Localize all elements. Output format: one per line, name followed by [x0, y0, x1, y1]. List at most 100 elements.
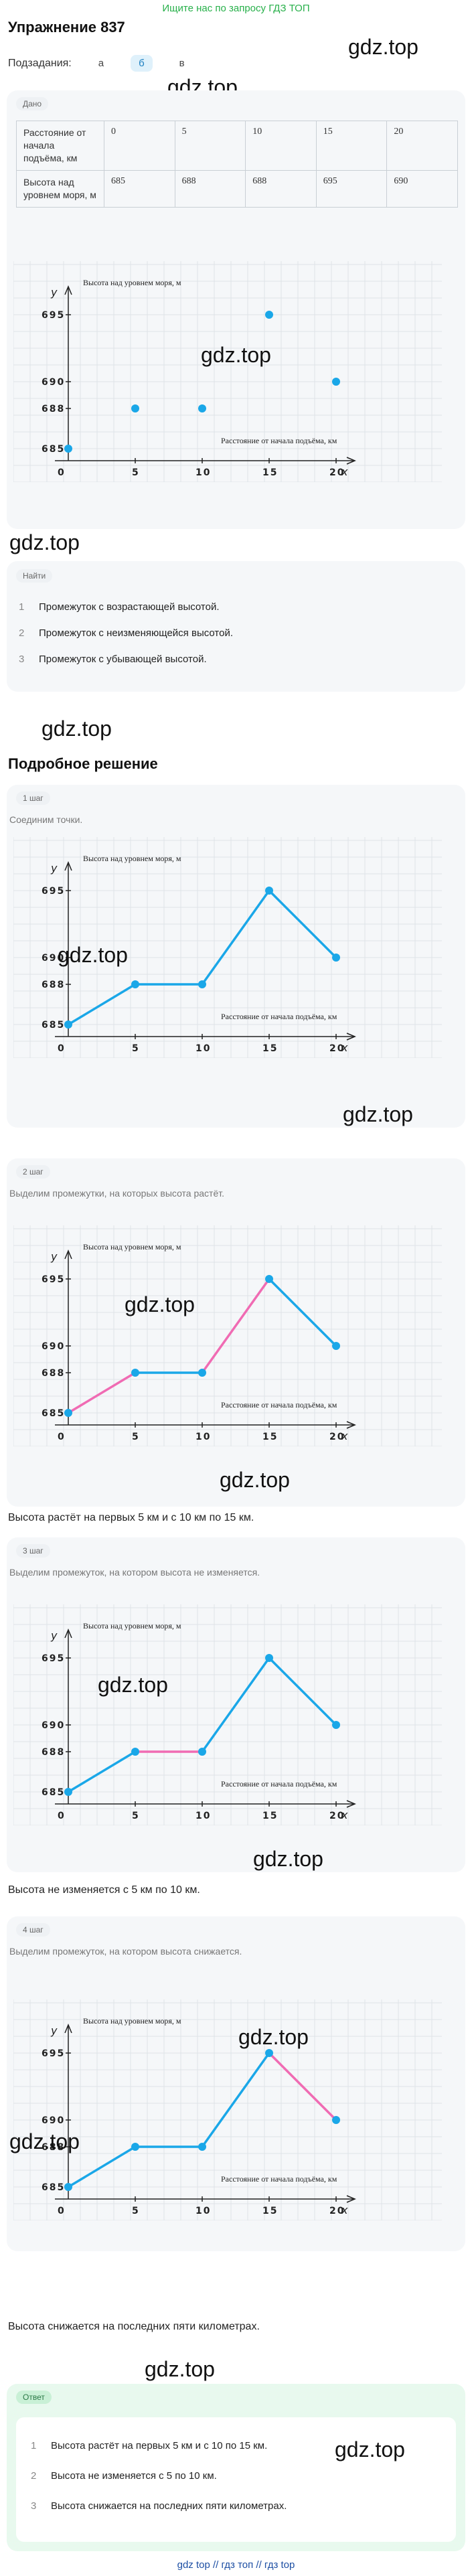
y-axis-letter: y	[50, 1250, 58, 1263]
y-axis-letter: y	[50, 862, 58, 875]
x-tick-label: 20	[329, 1811, 345, 1821]
x-axis-letter: x	[341, 1041, 348, 1054]
watermark: gdz.top	[9, 530, 80, 554]
answer-card: Ответ 1 Высота растёт на первых 5 км и с …	[7, 2384, 465, 2551]
series-line-segment	[268, 1657, 337, 1726]
x-tick-label: 15	[262, 1432, 278, 1442]
list-item: 1 Высота растёт на первых 5 км и с 10 по …	[31, 2440, 268, 2451]
watermark: gdz.top	[9, 2129, 80, 2153]
x-tick-label: 5	[132, 467, 140, 478]
y-axis-title: Высота над уровнем моря, м	[83, 1242, 181, 1252]
x-axis-title: Расстояние от начала подъёма, км	[221, 1779, 337, 1789]
grid	[13, 261, 442, 483]
data-point	[332, 1342, 340, 1350]
y-axis-arrow	[64, 1628, 72, 1639]
table-cell: 685	[104, 170, 175, 208]
step-text: Выделим промежутки, на которых высота ра…	[9, 1188, 224, 1199]
data-point	[198, 1369, 206, 1377]
step-text: Выделим промежуток, на котором высота не…	[9, 1567, 260, 1578]
find-list: 1 Промежуток с возрастающей высотой. 2 Про…	[19, 601, 233, 680]
origin-label: 0	[58, 1432, 64, 1442]
x-tick-label: 15	[262, 2206, 278, 2216]
watermark: gdz.top	[335, 2437, 405, 2461]
given-table: Расстояние от начала подъёма, км 0 5 10 …	[16, 121, 458, 208]
series-line-segment	[201, 889, 270, 986]
footer-links[interactable]: gdz top // гдз топ // гдз top	[177, 2559, 295, 2571]
x-tick-label: 15	[262, 467, 278, 478]
chart-step-4: y x 0 Высота над уровнем моря, м Расстояние …	[13, 1999, 442, 2224]
grid	[13, 1999, 442, 2221]
series-line-segment	[268, 1278, 337, 1347]
y-tick-label: 695	[42, 886, 65, 897]
y-tick-label: 685	[42, 444, 65, 455]
list-item: 1 Промежуток с возрастающей высотой.	[19, 601, 220, 613]
x-tick-label: 15	[262, 1811, 278, 1821]
table-cell: 5	[174, 121, 246, 171]
x-axis-arrow	[346, 457, 356, 465]
table-cell: 20	[386, 121, 458, 171]
y-tick-label: 690	[42, 953, 65, 964]
y-axis-letter: y	[50, 2024, 58, 2037]
y-tick-label: 695	[42, 2048, 65, 2059]
x-axis-arrow	[346, 1800, 356, 1808]
step-2-card: 2 шаг Выделим промежутки, на которых выс…	[7, 1158, 465, 1507]
x-axis-title: Расстояние от начала подъёма, км	[221, 1400, 337, 1410]
x-tick-label: 15	[262, 1043, 278, 1054]
y-axis-arrow	[64, 861, 72, 871]
x-axis-title: Расстояние от начала подъёма, км	[221, 2174, 337, 2184]
watermark: gdz.top	[42, 716, 112, 741]
y-tick-label: 690	[42, 2115, 65, 2126]
chart-svg: y x 0 Высота над уровнем моря, м Расстояние …	[13, 1999, 442, 2221]
chart-step-2: y x 0 Высота над уровнем моря, м Расстояние …	[13, 1225, 442, 1450]
list-item: 3 Высота снижается на последних пяти кило…	[31, 2500, 287, 2512]
y-tick-label: 685	[42, 1020, 65, 1031]
data-point	[198, 404, 206, 412]
watermark: gdz.top	[343, 1102, 413, 1126]
series-line-segment	[67, 1750, 137, 1793]
y-tick-label: 688	[42, 1747, 65, 1758]
x-tick-label: 10	[195, 1043, 211, 1054]
y-tick-label: 695	[42, 1274, 65, 1285]
step-4-card: 4 шаг Выделим промежуток, на котором выс…	[7, 1916, 465, 2251]
tab-a[interactable]: а	[98, 58, 104, 69]
watermark: gdz.top	[145, 2357, 215, 2381]
series-line-segment	[67, 1371, 137, 1414]
chart-step-3: y x 0 Высота над уровнем моря, м Расстояние …	[13, 1604, 442, 1829]
y-axis-letter: y	[50, 286, 58, 299]
watermark: gdz.top	[58, 943, 128, 967]
watermark: gdz.top	[98, 1673, 168, 1697]
table-cell: 0	[104, 121, 175, 171]
y-axis-title: Высота над уровнем моря, м	[83, 854, 181, 863]
step-chip: 1 шаг	[16, 791, 50, 805]
watermark: gdz.top	[253, 1847, 323, 1871]
table-cell: Высота над уровнем моря, м	[16, 170, 104, 208]
data-point	[332, 1721, 340, 1729]
tab-b[interactable]: б	[131, 55, 153, 72]
series-line-segment	[201, 2052, 270, 2148]
y-tick-label: 690	[42, 377, 65, 388]
step-chip: 2 шаг	[16, 1165, 50, 1179]
data-point	[131, 1369, 139, 1377]
top-banner[interactable]: Ищите нас по запросу ГДЗ ТОП	[162, 3, 310, 14]
origin-label: 0	[58, 467, 64, 478]
data-point	[265, 1654, 273, 1662]
series-line-segment	[67, 983, 137, 1026]
y-tick-label: 688	[42, 980, 65, 990]
y-tick-label: 690	[42, 1341, 65, 1352]
x-tick-label: 5	[132, 1043, 140, 1054]
chart-step-1: y x 0 Высота над уровнем моря, м Расстояние …	[13, 837, 442, 1061]
list-item: 2 Промежуток с неизменяющейся высотой.	[19, 627, 233, 639]
y-tick-label: 695	[42, 1653, 65, 1664]
y-tick-label: 690	[42, 1720, 65, 1731]
origin-label: 0	[58, 2206, 64, 2216]
y-axis-arrow	[64, 1249, 72, 1260]
subtasks-bar: Подзадания: а б в	[8, 55, 193, 72]
step-chip: 3 шаг	[16, 1544, 50, 1558]
watermark: gdz.top	[125, 1292, 195, 1316]
grid	[13, 1604, 442, 1826]
find-chip: Найти	[16, 569, 53, 583]
watermark: gdz.top	[238, 2025, 309, 2049]
chart-svg: y x 0 Высота над уровнем моря, м Расстояние …	[13, 1225, 442, 1447]
tab-v[interactable]: в	[179, 58, 185, 69]
table-cell: 695	[315, 170, 388, 208]
